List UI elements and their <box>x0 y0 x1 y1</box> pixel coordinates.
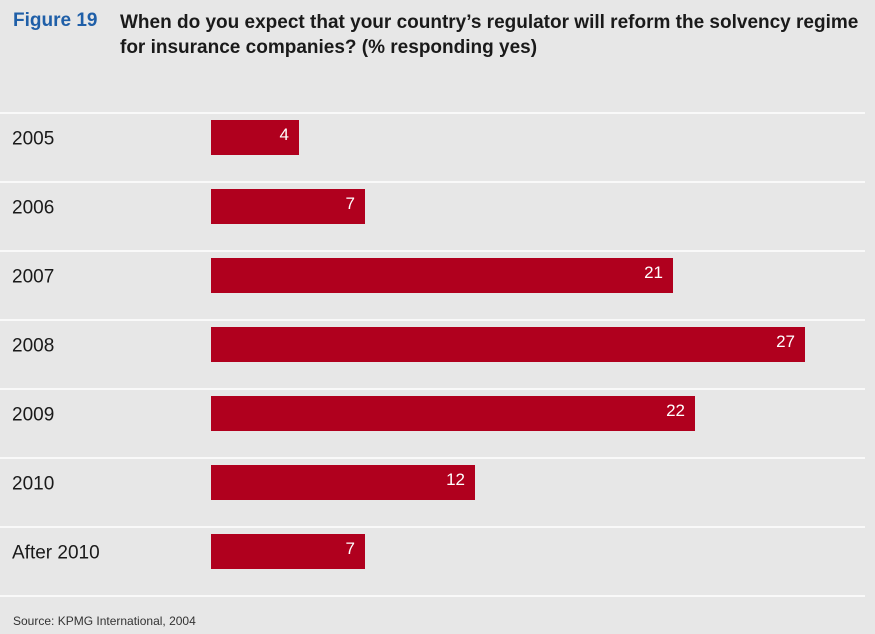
value-label: 21 <box>644 263 663 282</box>
category-label: 2006 <box>12 198 54 219</box>
source-note: Source: KPMG International, 2004 <box>13 614 196 628</box>
category-label: 2008 <box>12 336 54 357</box>
value-label: 7 <box>346 539 355 558</box>
bar <box>211 396 695 431</box>
bar <box>211 327 805 362</box>
category-label: 2005 <box>12 129 54 150</box>
bar <box>211 189 365 224</box>
value-label: 22 <box>666 401 685 420</box>
value-label: 12 <box>446 470 465 489</box>
category-label: 2007 <box>12 267 54 288</box>
value-label: 4 <box>280 125 289 144</box>
bar <box>211 534 365 569</box>
bar <box>211 258 673 293</box>
category-label: After 2010 <box>12 543 100 564</box>
figure-number: Figure 19 <box>13 10 98 31</box>
value-label: 27 <box>776 332 795 351</box>
category-label: 2009 <box>12 405 54 426</box>
bar <box>211 465 475 500</box>
figure-title: When do you expect that your country’s r… <box>120 12 859 58</box>
category-label: 2010 <box>12 474 54 495</box>
value-label: 7 <box>346 194 355 213</box>
bar <box>211 120 299 155</box>
